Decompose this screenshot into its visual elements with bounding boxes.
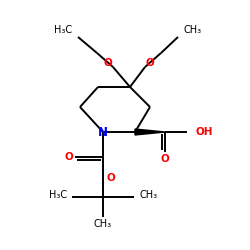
Text: O: O bbox=[160, 154, 170, 164]
Text: N: N bbox=[98, 126, 108, 138]
Polygon shape bbox=[135, 129, 165, 135]
Text: O: O bbox=[146, 58, 154, 68]
Text: O: O bbox=[104, 58, 112, 68]
Text: CH₃: CH₃ bbox=[94, 219, 112, 229]
Text: H₃C: H₃C bbox=[54, 25, 72, 35]
Text: H₃C: H₃C bbox=[49, 190, 67, 200]
Text: O: O bbox=[64, 152, 74, 162]
Text: O: O bbox=[106, 173, 116, 183]
Text: OH: OH bbox=[195, 127, 212, 137]
Text: CH₃: CH₃ bbox=[139, 190, 157, 200]
Text: CH₃: CH₃ bbox=[184, 25, 202, 35]
